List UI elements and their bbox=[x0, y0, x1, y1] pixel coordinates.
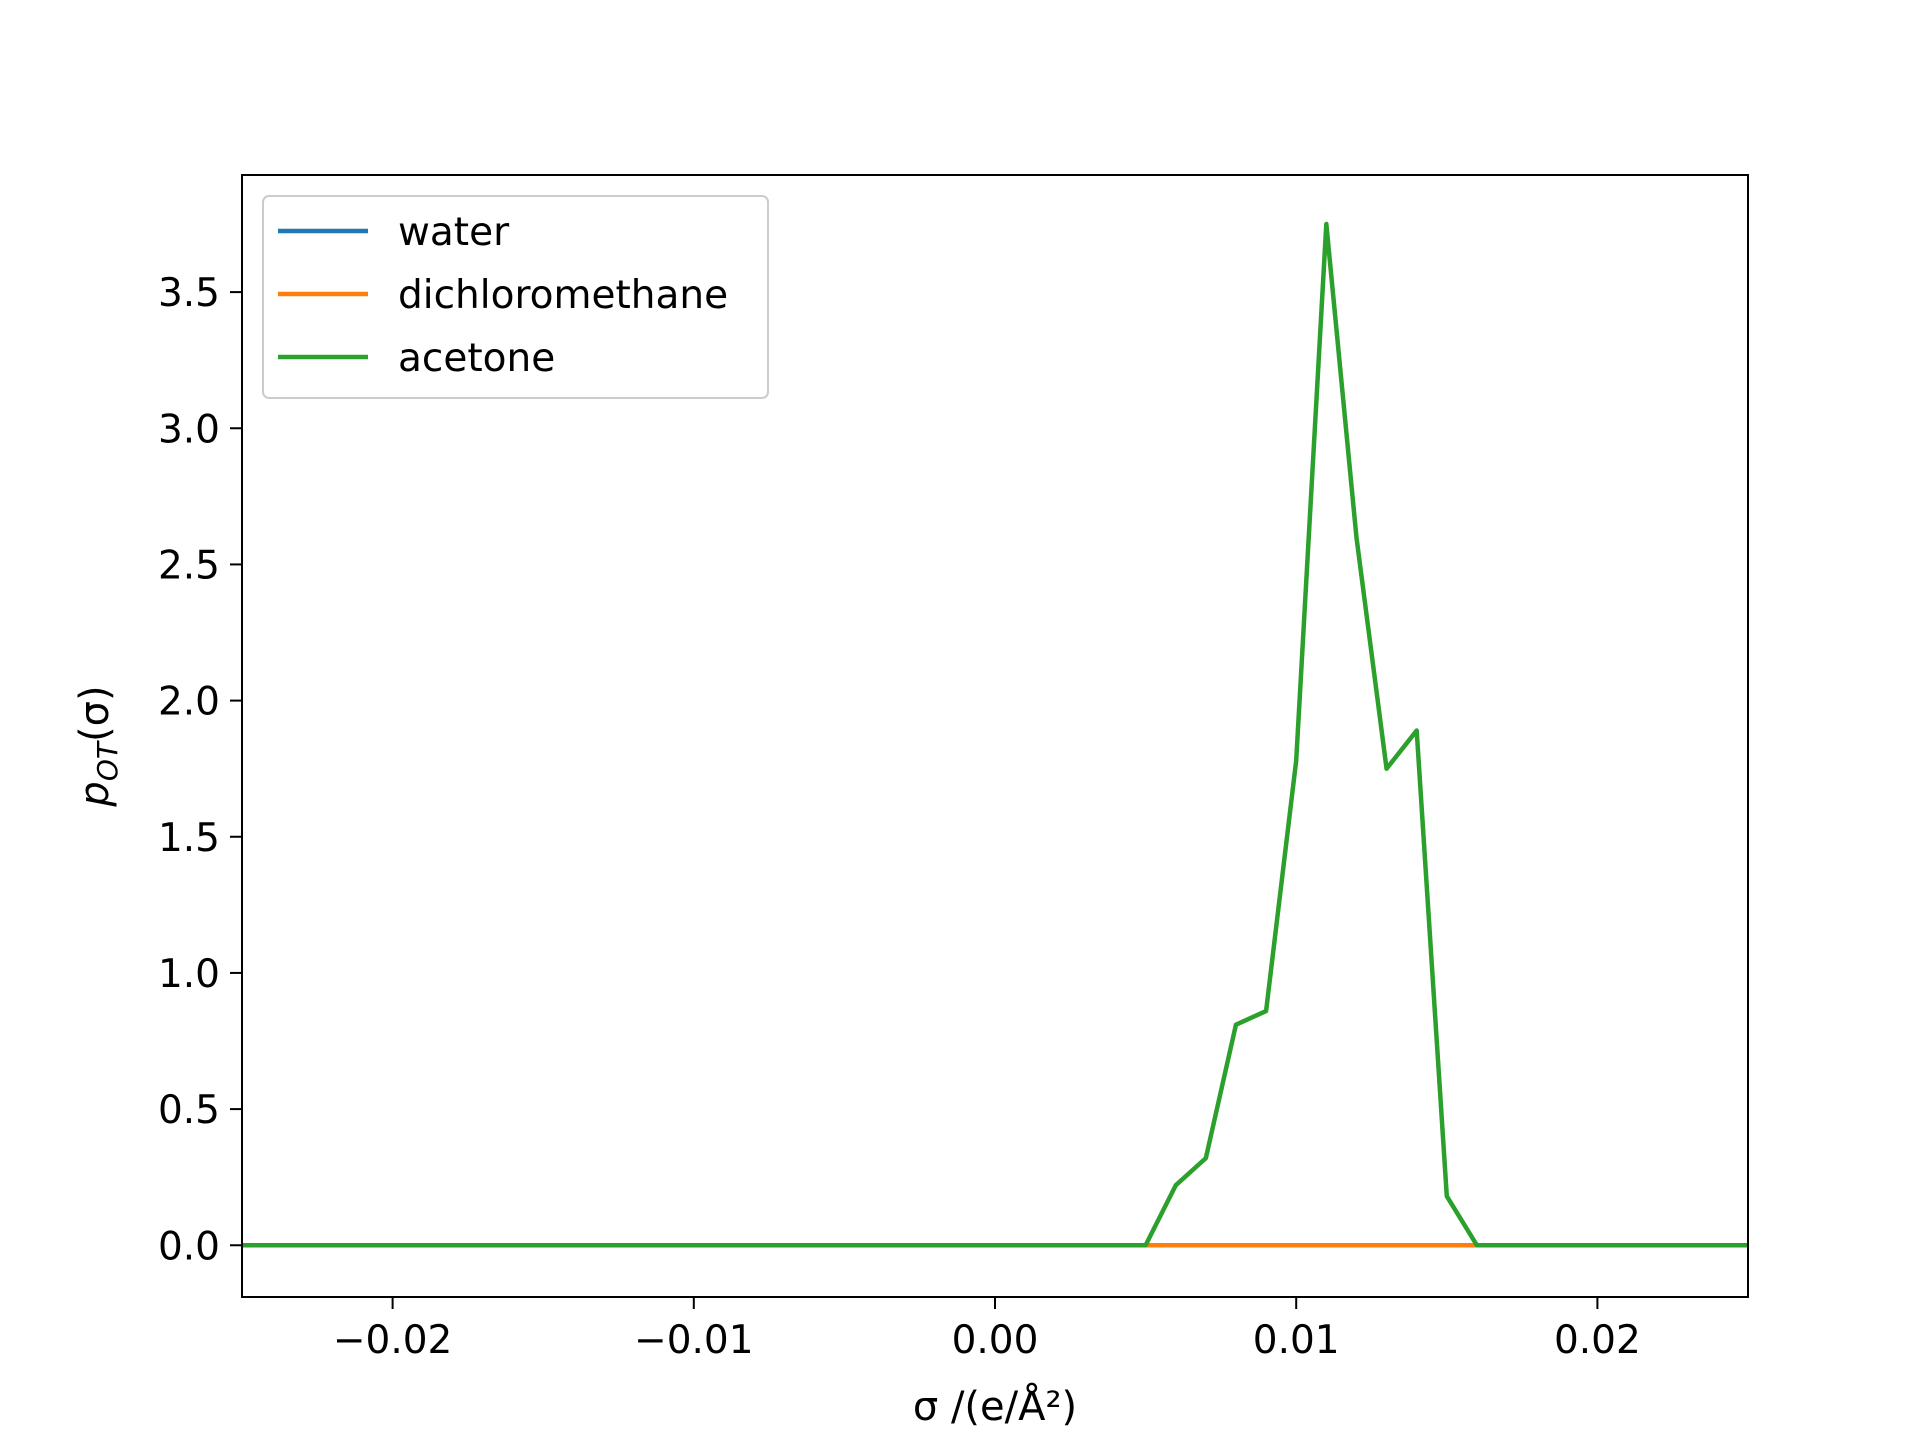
y-tick-label: 0.0 bbox=[158, 1224, 220, 1269]
y-tick-label: 2.5 bbox=[158, 543, 220, 588]
legend-label-water: water bbox=[398, 210, 510, 255]
y-tick-label: 2.0 bbox=[158, 680, 220, 725]
plot-frame bbox=[241, 174, 1749, 1298]
ticks-layer: −0.02 −0.01 0.00 0.01 0.02 0.0 0.5 1.0 1.5 2.0 2.5… bbox=[158, 271, 1641, 1363]
legend-label-dichloromethane: dichloromethane bbox=[398, 273, 728, 318]
y-tick-label: 1.0 bbox=[158, 952, 220, 997]
y-tick-label: 0.5 bbox=[158, 1088, 220, 1133]
x-axis-label: σ /(e/Å²) bbox=[913, 1382, 1077, 1430]
y-axis-label: pOT(σ) bbox=[72, 685, 124, 807]
y-tick-label: 3.0 bbox=[158, 407, 220, 452]
y-tick-label: 3.5 bbox=[158, 271, 220, 316]
x-tick-label: 0.02 bbox=[1554, 1318, 1641, 1363]
legend-box bbox=[262, 195, 769, 399]
x-tick-label: 0.01 bbox=[1253, 1318, 1340, 1363]
x-tick-label: −0.02 bbox=[333, 1318, 453, 1363]
legend-label-acetone: acetone bbox=[398, 336, 555, 381]
x-tick-label: 0.00 bbox=[952, 1318, 1039, 1363]
series-layer bbox=[242, 221, 1748, 1248]
x-tick-label: −0.01 bbox=[634, 1318, 754, 1363]
legend: water dichloromethane acetone bbox=[262, 195, 769, 399]
y-tick-label: 1.5 bbox=[158, 816, 220, 861]
series-line-acetone bbox=[242, 221, 1748, 1248]
